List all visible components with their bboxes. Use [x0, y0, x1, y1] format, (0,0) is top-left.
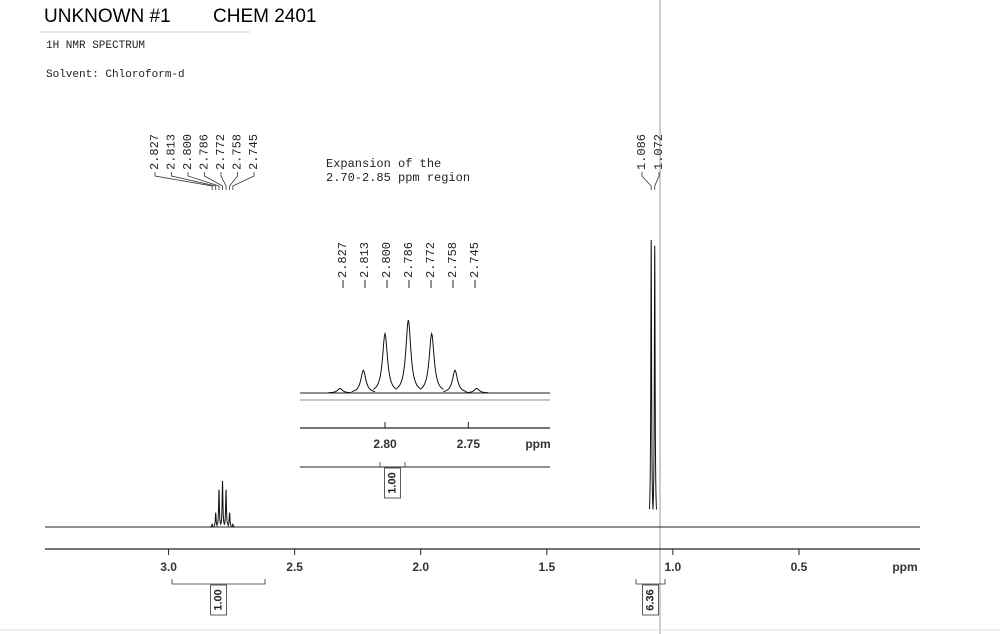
x-tick-label: 2.0 [412, 560, 429, 574]
subtitle: 1H NMR SPECTRUM [46, 40, 145, 52]
x-axis-label: ppm [892, 560, 917, 574]
peak [230, 523, 235, 528]
peak [396, 319, 421, 389]
integral-label: 1.00 [212, 589, 224, 610]
x-tick-label: 1.5 [538, 560, 555, 574]
peak-label: 1.086 [635, 134, 649, 170]
integral-bracket [171, 579, 266, 585]
peak-label-connector [204, 172, 223, 190]
peak-label-connector [171, 172, 217, 190]
integral-box [642, 584, 659, 616]
peak-label: 2.772 [424, 242, 438, 278]
peak-label: 2.745 [468, 242, 482, 278]
peak-label-connector [232, 172, 255, 190]
peak-label: 2.800 [181, 134, 195, 170]
x-axis-label: ppm [525, 437, 550, 451]
peak-label: 2.772 [214, 134, 228, 170]
peak-label-connector [154, 172, 213, 190]
integral-bracket [379, 462, 406, 468]
peak [220, 481, 225, 525]
peak [227, 512, 232, 527]
integral-box [384, 467, 401, 499]
peak-label: 2.813 [358, 242, 372, 278]
peak [213, 512, 218, 527]
peak [443, 369, 467, 393]
course: CHEM 2401 [213, 6, 317, 27]
integral-label: 6.36 [644, 589, 656, 610]
peak-label: 2.800 [380, 242, 394, 278]
peak-label-connector [187, 172, 220, 190]
peak-label: 2.827 [336, 242, 350, 278]
x-tick-label: 2.75 [457, 437, 481, 451]
peak-label: 2.786 [402, 242, 416, 278]
peak-label: 2.758 [231, 134, 245, 170]
peak [652, 245, 657, 510]
x-tick-label: 3.0 [160, 560, 177, 574]
solvent: Solvent: Chloroform-d [46, 69, 185, 81]
peak-label-connector [654, 172, 660, 190]
peak [328, 387, 352, 394]
title: UNKNOWN #1 [44, 6, 171, 27]
inset-title: 2.70-2.85 ppm region [326, 171, 470, 185]
peak [464, 387, 489, 394]
x-tick-label: 2.5 [286, 560, 303, 574]
integral-label: 1.00 [386, 472, 398, 493]
peak-label: 2.786 [198, 134, 212, 170]
peak-label: 2.813 [165, 134, 179, 170]
peak [216, 489, 222, 525]
peak [351, 369, 376, 393]
peak [223, 489, 229, 525]
peak-label: 2.758 [446, 242, 460, 278]
peak [373, 331, 397, 390]
peak-label-connector [220, 172, 227, 190]
peak-label-connector [641, 172, 652, 190]
inset-title: Expansion of the [326, 157, 441, 171]
x-tick-label: 1.0 [665, 560, 682, 574]
peak [648, 239, 654, 510]
peak [210, 523, 215, 528]
peak-label: 1.072 [652, 134, 666, 170]
peak-label: 2.745 [247, 134, 261, 170]
x-tick-label: 2.80 [373, 437, 397, 451]
integral-bracket [635, 579, 666, 585]
peak [419, 331, 444, 390]
integral-box [210, 584, 227, 616]
peak-label-connector [229, 172, 238, 190]
x-tick-label: 0.5 [791, 560, 808, 574]
peak-label: 2.827 [148, 134, 162, 170]
